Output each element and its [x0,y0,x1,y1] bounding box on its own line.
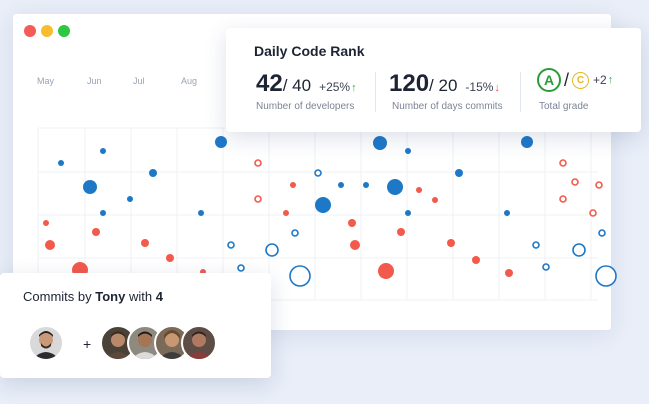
scatter-point [100,210,106,216]
scatter-point [45,240,55,250]
scatter-point [43,220,49,226]
commit-days-change: -15% [465,80,494,94]
grade-separator: / [564,69,570,90]
scatter-point [227,241,235,249]
scatter-point [521,136,533,148]
scatter-point [363,182,369,188]
commit-days-stat: 120/ 20 -15%↓ [389,70,500,98]
scatter-point [542,263,550,271]
scatter-point [92,228,100,236]
developers-total: / 40 [282,76,312,95]
scatter-point [472,256,480,264]
scatter-point [100,148,106,154]
commits-middle: with [128,289,153,304]
scatter-point [58,160,64,166]
scatter-point [595,181,603,189]
commit-days-value: 120 [389,70,430,97]
commit-days-total: / 20 [429,76,458,95]
contributor-avatar-4[interactable] [181,325,217,361]
scatter-point [455,169,463,177]
scatter-point [215,136,227,148]
scatter-point [373,136,387,150]
scatter-point [397,228,405,236]
developers-stat: 42/ 40 +25%↑ [256,70,357,98]
scatter-point [405,210,411,216]
arrow-up-icon: ↑ [607,74,614,86]
month-label-jun: Jun [87,76,102,86]
scatter-point [166,254,174,262]
scatter-point [314,169,322,177]
commits-title: Commits by Tony with 4 [23,289,163,304]
scatter-point [291,229,299,237]
arrow-down-icon: ↓ [494,82,500,94]
scatter-point [265,243,279,257]
commits-count: 4 [155,289,163,304]
scatter-point [141,239,149,247]
developers-label: Number of developers [256,101,355,112]
grade-label: Total grade [539,101,589,112]
scatter-point [589,209,597,217]
scatter-point [283,210,289,216]
scatter-point [237,264,245,272]
scatter-point [254,159,262,167]
daily-code-rank-card: Daily Code Rank 42/ 40 +25%↑ Number of de… [226,28,641,132]
person-icon [186,331,212,359]
scatter-point [559,195,567,203]
tony-avatar[interactable] [28,325,64,361]
commits-prefix: Commits by [23,289,92,304]
scatter-point [149,169,157,177]
scatter-point [595,265,617,287]
scatter-point [598,229,606,237]
stat-divider [375,72,376,112]
plus-icon: + [83,336,92,352]
developers-change: +25% [319,80,351,94]
scatter-point [198,210,204,216]
scatter-point [338,182,344,188]
commits-user: Tony [95,289,126,304]
developers-value: 42 [256,70,283,97]
scatter-point [315,197,331,213]
month-label-aug: Aug [181,76,198,86]
grade-a-icon: A [537,68,561,92]
scatter-point [405,148,411,154]
commit-days-label: Number of days commits [392,101,503,112]
scatter-point [571,178,579,186]
scatter-point [378,263,394,279]
month-label-jul: Jul [133,76,145,86]
person-icon [105,331,131,359]
scatter-point [83,180,97,194]
scatter-point [432,197,438,203]
rank-card-title: Daily Code Rank [254,43,365,59]
scatter-point [254,195,262,203]
minimize-window-button[interactable] [41,25,53,37]
scatter-point [350,240,360,250]
scatter-point [532,241,540,249]
scatter-point [504,210,510,216]
maximize-window-button[interactable] [58,25,70,37]
scatter-point [127,196,133,202]
grade-change: +2 [593,73,607,87]
scatter-point [387,179,403,195]
scatter-point [290,182,296,188]
scatter-point [416,187,422,193]
person-icon [33,331,59,359]
grade-stat: A / C +2↑ [537,68,613,92]
scatter-point [348,219,356,227]
scatter-point [505,269,513,277]
arrow-up-icon: ↑ [351,82,357,94]
month-label-may: May [37,76,55,86]
person-icon [132,331,158,359]
close-window-button[interactable] [24,25,36,37]
person-icon [159,330,185,359]
scatter-point [572,243,586,257]
scatter-point [289,265,311,287]
scatter-point [559,159,567,167]
stat-divider [520,72,521,112]
grade-c-icon: C [572,71,590,89]
scatter-point [447,239,455,247]
